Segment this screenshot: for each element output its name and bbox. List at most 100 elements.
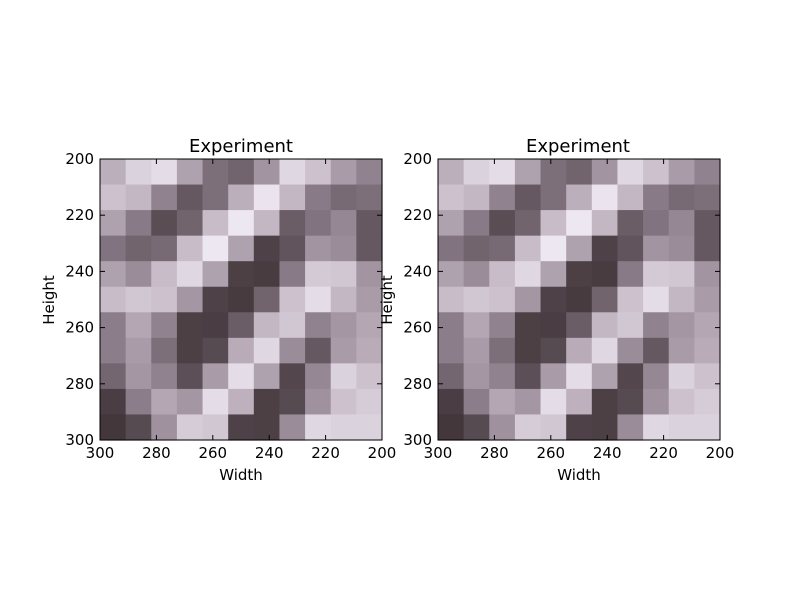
y-tick-label: 240 [403, 262, 432, 280]
heatmap-cell [176, 159, 204, 186]
heatmap-cell [591, 414, 619, 441]
heatmap-cell [643, 312, 670, 339]
heatmap-cell [330, 184, 357, 211]
heatmap-cell [617, 363, 644, 390]
heatmap-cell [356, 363, 383, 390]
heatmap-cell [253, 363, 281, 390]
heatmap-cell [694, 261, 721, 288]
heatmap-cell [279, 312, 306, 339]
heatmap-cell [617, 414, 644, 441]
heatmap-cell [489, 363, 516, 390]
heatmap-cell [694, 184, 721, 211]
heatmap-cell [668, 235, 695, 262]
heatmap-cell [489, 414, 516, 441]
heatmap-cell [463, 159, 490, 186]
heatmap-cell [489, 337, 516, 364]
heatmap-cell [668, 337, 695, 364]
heatmap-cell [668, 159, 695, 186]
heatmap-cell [668, 184, 695, 211]
heatmap-cell [305, 286, 332, 313]
heatmap-cell [668, 414, 695, 441]
heatmap-cell [253, 337, 281, 364]
heatmap-cell [617, 159, 644, 186]
heatmap-cell [591, 286, 619, 313]
heatmap-cell [151, 312, 178, 339]
heatmap-cell [694, 414, 721, 441]
heatmap-cell [330, 312, 357, 339]
chart-title: Experiment [189, 136, 293, 157]
x-axis-label: Width [557, 466, 601, 484]
heatmap-cell [202, 388, 229, 416]
heatmap-cell [356, 235, 383, 262]
heatmap-cell [514, 235, 542, 262]
heatmap-cell [100, 235, 127, 262]
heatmap-cell [100, 184, 127, 211]
heatmap-cells [438, 159, 721, 441]
heatmap-cell [463, 312, 490, 339]
heatmap-cell [125, 210, 152, 237]
heatmap-cell [202, 312, 229, 339]
heatmap-cell [643, 159, 670, 186]
x-tick-label: 220 [311, 444, 340, 462]
heatmap-cell [125, 337, 152, 364]
heatmap-cell [356, 184, 383, 211]
heatmap-cell [330, 235, 357, 262]
heatmap-cell [668, 388, 695, 416]
heatmap-cell [591, 388, 619, 416]
heatmap-cell [438, 261, 465, 288]
heatmap-cell [438, 286, 465, 313]
heatmap-cell [694, 363, 721, 390]
heatmap-cell [151, 286, 178, 313]
heatmap-cell [540, 414, 567, 441]
heatmap-cell [228, 210, 255, 237]
heatmap-cell [566, 312, 593, 339]
y-tick-label: 200 [403, 150, 432, 168]
heatmap-cell [566, 363, 593, 390]
heatmap-cell [694, 286, 721, 313]
y-tick-label: 200 [65, 150, 94, 168]
heatmap-cell [228, 184, 255, 211]
heatmap-cell [100, 210, 127, 237]
heatmap-cell [100, 286, 127, 313]
heatmap-cell [202, 159, 229, 186]
heatmap-cell [540, 388, 567, 416]
heatmap-cell [253, 261, 281, 288]
heatmap-cell [591, 159, 619, 186]
heatmap-cell [463, 388, 490, 416]
heatmap-cell [125, 414, 152, 441]
heatmap-cell [356, 286, 383, 313]
heatmap-cell [566, 159, 593, 186]
heatmap-cell [279, 388, 306, 416]
heatmap-cell [151, 210, 178, 237]
heatmap-cell [438, 235, 465, 262]
heatmap-cell [330, 388, 357, 416]
heatmap-cell [540, 312, 567, 339]
heatmap-cell [202, 210, 229, 237]
heatmap-cell [228, 363, 255, 390]
heatmap-cell [279, 210, 306, 237]
heatmap-cell [438, 312, 465, 339]
heatmap-cell [253, 388, 281, 416]
heatmap-cell [100, 337, 127, 364]
heatmap-cell [151, 235, 178, 262]
heatmap-cell [617, 261, 644, 288]
heatmap-cell [330, 363, 357, 390]
heatmap-cell [279, 414, 306, 441]
heatmap-cell [202, 414, 229, 441]
heatmap-cell [438, 210, 465, 237]
y-axis-ticks: 200 220 240 260 280 300 [65, 150, 382, 449]
heatmap-cell [202, 337, 229, 364]
heatmap-cell [489, 286, 516, 313]
heatmap-cell [253, 184, 281, 211]
heatmap-cell [356, 261, 383, 288]
heatmap-cell [566, 337, 593, 364]
heatmap-cell [151, 414, 178, 441]
heatmap-cell [591, 363, 619, 390]
heatmap-cell [125, 363, 152, 390]
heatmap-cell [566, 210, 593, 237]
plot-frame [99, 158, 383, 441]
y-tick-label: 280 [65, 375, 94, 393]
heatmap-cell [279, 261, 306, 288]
heatmap-cell [202, 363, 229, 390]
